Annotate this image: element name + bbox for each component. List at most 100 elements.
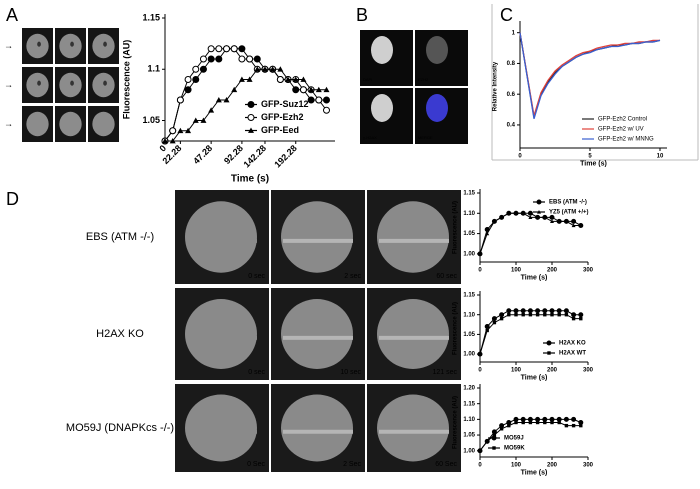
point [485,439,489,444]
legend-marker [546,340,552,346]
point [323,86,330,93]
laser-stripe [379,429,449,434]
point [292,86,300,94]
x-tick-label: 0 [478,267,482,273]
point [254,66,261,72]
nucleus [185,394,257,462]
y-tick-label: 1.05 [463,231,475,237]
x-axis-label: Time (s) [231,174,269,185]
row-label: MO59J (DNAPKcs -/-) [66,422,174,434]
point [315,96,323,104]
point [223,97,230,103]
point [520,416,526,422]
series-line [165,68,327,142]
point [162,138,168,144]
point [543,420,547,425]
x-tick-label: 100 [511,267,522,273]
point [238,55,246,63]
point [506,308,512,314]
point [192,76,200,83]
y-tick-label: 1.10 [463,312,475,318]
point [542,416,548,422]
panel-letter: A [6,5,18,25]
point [535,416,541,422]
y-tick-label: 1.20 [463,386,475,392]
point [215,97,222,103]
time-stamp: 2 Sec [343,461,361,468]
point [478,449,482,453]
point [269,66,276,72]
point [308,86,315,93]
arrow: → [4,79,13,89]
point [199,55,207,63]
laser-stripe [379,335,449,340]
nucleus [426,94,448,122]
point [292,76,299,82]
point [169,138,176,144]
laser-stripe [283,429,353,434]
point [571,423,576,428]
legend-label: GFP-Ezh2 w/ MNNG [598,137,654,143]
nucleolus [70,41,74,47]
point [323,96,330,104]
y-tick-label: 1.10 [463,211,475,217]
nucleolus [103,80,107,86]
point [549,308,555,314]
point [550,420,554,425]
x-tick-label: 200 [547,367,558,373]
point [542,215,547,219]
point [499,215,504,219]
series-line [519,32,661,119]
legend-label: YZ5 (ATM +/+) [549,210,589,216]
nucleus [281,201,353,273]
legend-label: EBS (ATM -/-) [549,200,587,206]
point [563,416,569,422]
time-stamp: 10 sec [340,369,361,376]
point [557,219,562,224]
point [315,86,322,93]
point [492,320,497,325]
time-stamp: 60 Sec [435,461,457,468]
x-tick-label: 100 [511,367,522,373]
legend-marker [492,446,496,450]
image-label: EZH2 [418,77,429,82]
x-axis-label: Time (s) [521,274,548,281]
y-axis-label: Fluorescence (AU) [452,201,458,254]
series-line [519,32,660,116]
legend-marker [247,114,255,121]
legend-label: GFP-Ezh2 Control [598,117,647,123]
x-tick-label: 10 [657,153,664,159]
point [238,76,245,82]
y-tick-label: 1.15 [463,191,475,197]
point [549,214,555,220]
point [484,324,490,330]
point [506,211,511,215]
point [535,313,540,317]
point [557,420,561,425]
y-tick-label: 1.05 [142,115,160,125]
laser-stripe [187,429,257,434]
series-line [164,48,327,142]
x-tick-label: 200 [547,267,558,273]
point [192,65,200,73]
point [535,420,540,425]
legend-label: GFP-Suz12 [261,99,309,109]
nucleus [371,94,393,122]
point [499,427,504,431]
nucleus [26,72,49,98]
y-tick-label: 0.6 [507,92,516,98]
point [527,308,533,314]
point [223,45,231,53]
point [527,416,533,422]
arrow: → [4,40,13,50]
point [520,308,526,314]
x-tick-label: 300 [583,367,594,373]
y-axis-label: Fluorescence (AU) [452,396,458,449]
y-tick-label: 1 [512,30,516,36]
y-tick-label: 1.15 [463,293,475,299]
point [550,313,554,317]
x-tick-label: 0 [157,143,168,154]
point [261,66,268,72]
image-label: DAPI [363,77,372,82]
